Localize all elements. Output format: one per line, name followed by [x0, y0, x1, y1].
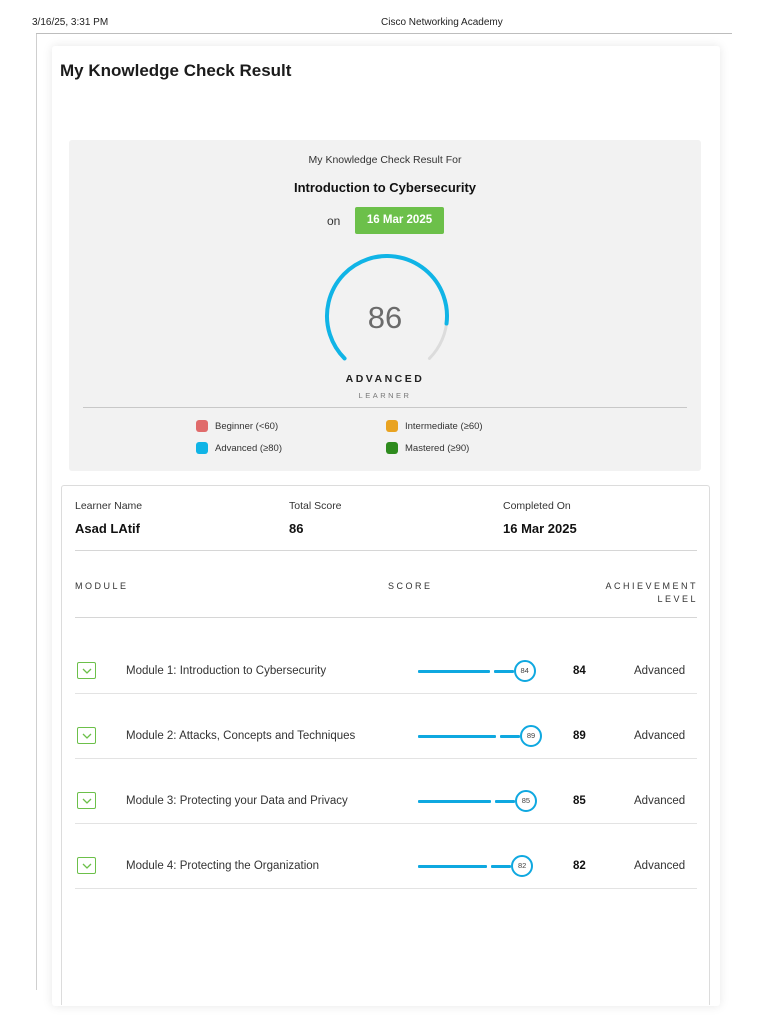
learner-name-value: Asad LAtif [75, 521, 140, 536]
score-gauge [325, 254, 449, 361]
row-divider [75, 823, 697, 824]
column-header-achievement: ACHIEVEMENT [605, 581, 698, 591]
legend-label-intermediate: Intermediate (≥60) [405, 420, 483, 432]
completed-on-label: Completed On [503, 500, 571, 512]
module-name: Module 1: Introduction to Cybersecurity [126, 665, 327, 677]
summary-panel: My Knowledge Check Result For Introducti… [69, 140, 701, 471]
table-header-divider [75, 617, 697, 618]
score-bar-knob: 84 [513, 660, 536, 682]
total-score-label: Total Score [289, 500, 342, 512]
module-score: 82 [573, 860, 586, 872]
score-bar-fill [494, 800, 515, 803]
score-bar-track [418, 800, 491, 803]
expand-module-2-button[interactable] [77, 727, 96, 744]
module-achievement-level: Advanced [634, 795, 686, 807]
chevron-down-icon [82, 863, 91, 869]
chevron-down-icon [82, 733, 91, 739]
legend-mastered: Mastered (≥90) [386, 442, 469, 454]
score-bar-knob: 82 [511, 855, 534, 877]
score-bar-fill [500, 735, 521, 738]
on-label: on [327, 214, 341, 228]
date-badge: 16 Mar 2025 [355, 207, 444, 234]
course-name: Introduction to Cybersecurity [293, 180, 477, 195]
module-name: Module 2: Attacks, Concepts and Techniqu… [126, 730, 356, 742]
module-achievement-level: Advanced [634, 665, 686, 677]
legend-intermediate: Intermediate (≥60) [386, 420, 483, 432]
module-name: Module 4: Protecting the Organization [126, 860, 320, 872]
expand-module-3-button[interactable] [77, 792, 96, 809]
learner-label: LEARNER [358, 391, 412, 400]
legend-beginner: Beginner (<60) [196, 420, 278, 432]
print-datetime: 3/16/25, 3:31 PM [32, 17, 109, 28]
gauge-fill [325, 254, 449, 361]
learner-name-label: Learner Name [75, 500, 143, 512]
gauge-score-value: 86 [367, 300, 403, 335]
score-bar-track [418, 735, 497, 738]
table-row: Module 3: Protecting your Data and Priva… [75, 759, 697, 824]
frame-top-border [36, 33, 732, 34]
module-score: 85 [573, 795, 586, 807]
summary-divider [83, 407, 687, 408]
achievement-level-label: ADVANCED [345, 373, 425, 385]
row-divider [75, 758, 697, 759]
page-title: My Knowledge Check Result [60, 61, 292, 80]
legend-label-advanced: Advanced (≥80) [215, 442, 283, 454]
chevron-down-icon [82, 798, 91, 804]
module-name: Module 3: Protecting your Data and Priva… [126, 795, 348, 807]
legend-swatch-advanced [196, 442, 208, 454]
table-row: Module 1: Introduction to Cybersecurity … [75, 629, 697, 694]
chevron-down-icon [82, 668, 91, 674]
module-achievement-level: Advanced [634, 860, 686, 872]
completed-on-value: 16 Mar 2025 [503, 521, 577, 536]
module-achievement-level: Advanced [634, 730, 686, 742]
table-row: Module 4: Protecting the Organization 82… [75, 824, 697, 889]
expand-module-4-button[interactable] [77, 857, 96, 874]
legend-swatch-intermediate [386, 420, 398, 432]
legend-label-mastered: Mastered (≥90) [405, 442, 470, 454]
column-header-module: MODULE [75, 581, 129, 591]
result-for-label: My Knowledge Check Result For [308, 154, 462, 166]
column-header-score: SCORE [388, 581, 433, 591]
module-score: 89 [573, 730, 586, 742]
row-divider [75, 693, 697, 694]
row-divider [75, 888, 697, 889]
score-bar-fill [491, 865, 512, 868]
total-score-value: 86 [289, 521, 304, 536]
print-header: 3/16/25, 3:31 PM Cisco Networking Academ… [0, 0, 768, 34]
column-header-achievement-level: LEVEL [657, 594, 698, 604]
print-site-title: Cisco Networking Academy [381, 17, 503, 28]
info-divider [75, 550, 697, 551]
legend-swatch-beginner [196, 420, 208, 432]
legend-swatch-mastered [386, 442, 398, 454]
score-bar-track [418, 670, 490, 673]
table-row: Module 2: Attacks, Concepts and Techniqu… [75, 694, 697, 759]
score-bar-knob: 85 [514, 790, 537, 812]
legend-advanced: Advanced (≥80) [196, 442, 282, 454]
score-bar-track [418, 865, 488, 868]
legend-label-beginner: Beginner (<60) [215, 420, 279, 432]
score-bar-knob: 89 [520, 725, 543, 747]
expand-module-1-button[interactable] [77, 662, 96, 679]
frame-left-border [36, 34, 37, 990]
score-bar-fill [493, 670, 514, 673]
details-panel: Learner Name Asad LAtif Total Score 86 C… [61, 485, 710, 1005]
module-score: 84 [573, 665, 586, 677]
